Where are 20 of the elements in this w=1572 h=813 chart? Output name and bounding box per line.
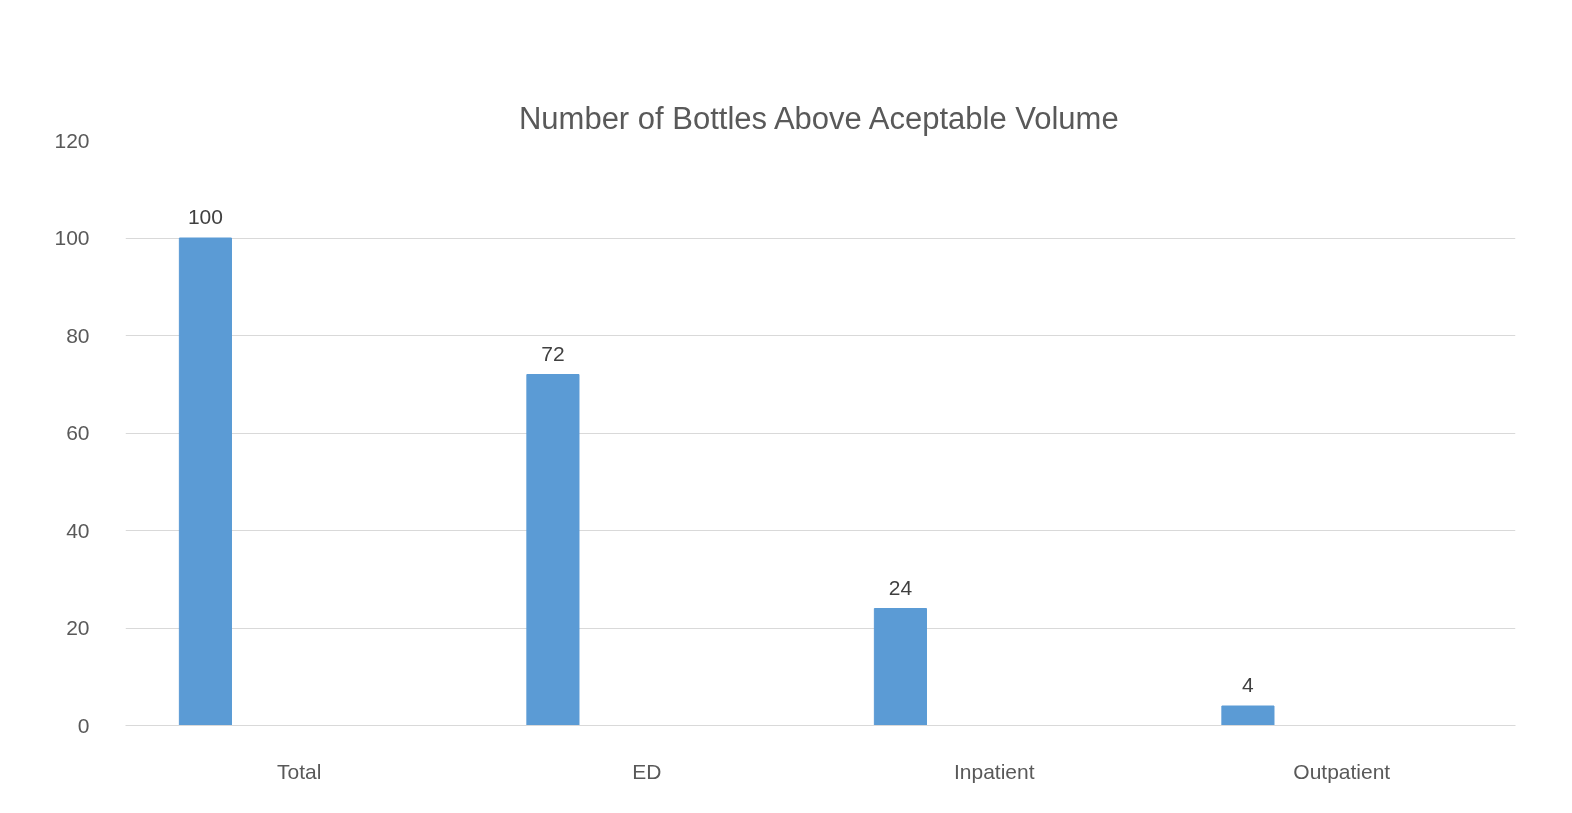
y-tick-label: 40 [66, 518, 90, 542]
x-tick-label: Total [277, 759, 322, 783]
chart-title: Number of Bottles Above Aceptable Volume [518, 100, 1119, 136]
bar [873, 608, 927, 726]
y-tick-label: 60 [66, 421, 90, 444]
y-tick-label: 120 [54, 128, 90, 152]
data-label: 4 [1242, 673, 1255, 696]
bar [178, 237, 232, 726]
bar [526, 374, 580, 726]
data-label: 72 [541, 341, 565, 365]
data-label: 24 [888, 575, 913, 599]
bar [1221, 705, 1275, 726]
x-tick-label: ED [632, 759, 662, 783]
y-tick-label: 100 [54, 226, 90, 249]
y-tick-label: 80 [66, 323, 90, 347]
x-tick-label: Inpatient [953, 759, 1035, 783]
data-label: 100 [187, 205, 223, 228]
y-tick-label: 20 [66, 616, 90, 639]
x-tick-label: Outpatient [1293, 759, 1391, 783]
y-tick-label: 0 [77, 713, 90, 737]
